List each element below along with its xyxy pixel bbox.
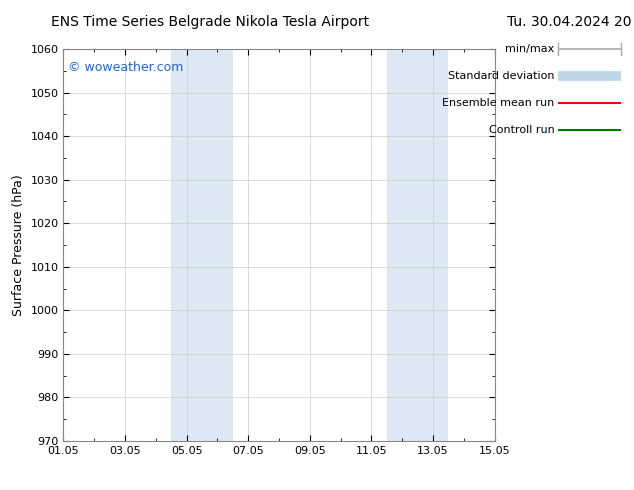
Text: Standard deviation: Standard deviation <box>448 71 555 81</box>
Y-axis label: Surface Pressure (hPa): Surface Pressure (hPa) <box>12 174 25 316</box>
Bar <box>171 49 233 441</box>
Text: © woweather.com: © woweather.com <box>68 61 183 74</box>
Bar <box>387 49 448 441</box>
Text: Controll run: Controll run <box>489 125 555 135</box>
Text: Ensemble mean run: Ensemble mean run <box>443 98 555 108</box>
Text: min/max: min/max <box>505 44 555 54</box>
Text: Tu. 30.04.2024 20 UTC: Tu. 30.04.2024 20 UTC <box>507 15 634 29</box>
Text: ENS Time Series Belgrade Nikola Tesla Airport: ENS Time Series Belgrade Nikola Tesla Ai… <box>51 15 369 29</box>
